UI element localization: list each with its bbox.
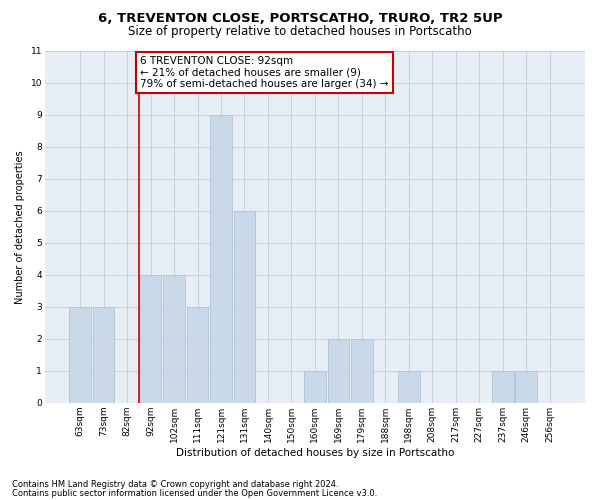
Bar (140, 275, 161, 403)
Bar (187, 307, 208, 403)
Text: Contains public sector information licensed under the Open Government Licence v3: Contains public sector information licen… (12, 488, 377, 498)
Bar (492, 371, 514, 403)
Text: 6 TREVENTON CLOSE: 92sqm
← 21% of detached houses are smaller (9)
79% of semi-de: 6 TREVENTON CLOSE: 92sqm ← 21% of detach… (140, 56, 389, 89)
X-axis label: Distribution of detached houses by size in Portscatho: Distribution of detached houses by size … (176, 448, 454, 458)
Bar (210, 115, 232, 403)
Text: 6, TREVENTON CLOSE, PORTSCATHO, TRURO, TR2 5UP: 6, TREVENTON CLOSE, PORTSCATHO, TRURO, T… (98, 12, 502, 26)
Text: Contains HM Land Registry data © Crown copyright and database right 2024.: Contains HM Land Registry data © Crown c… (12, 480, 338, 489)
Bar (93, 307, 115, 403)
Bar (351, 339, 373, 403)
Text: Size of property relative to detached houses in Portscatho: Size of property relative to detached ho… (128, 25, 472, 38)
Bar (304, 371, 326, 403)
Bar (70, 307, 91, 403)
Bar (233, 211, 255, 403)
Bar (398, 371, 419, 403)
Bar (515, 371, 537, 403)
Bar (163, 275, 185, 403)
Y-axis label: Number of detached properties: Number of detached properties (15, 150, 25, 304)
Bar (328, 339, 349, 403)
